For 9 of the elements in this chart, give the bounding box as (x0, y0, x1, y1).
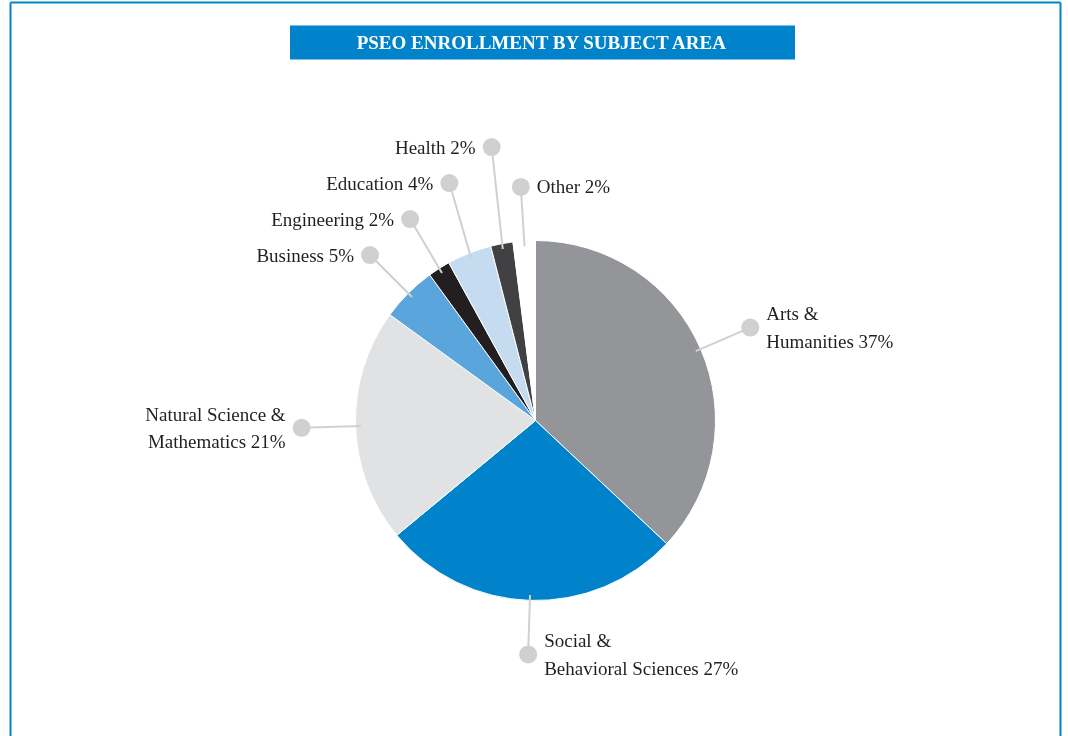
slice-label: Other 2% (536, 176, 611, 198)
slice-label: Education 4% (326, 172, 434, 194)
slice-label: Natural Science & Mathematics 21% (145, 403, 286, 452)
slice-label: Health 2% (394, 136, 476, 158)
chart-title: PSEO ENROLLMENT BY SUBJECT AREA (356, 32, 727, 53)
slice-label: Social & Behavioral Sciences 27% (544, 630, 739, 679)
slice-label: Engineering 2% (271, 208, 395, 230)
slice-label: Arts & Humanities 37% (766, 303, 894, 352)
slice-label: Business 5% (256, 244, 355, 266)
